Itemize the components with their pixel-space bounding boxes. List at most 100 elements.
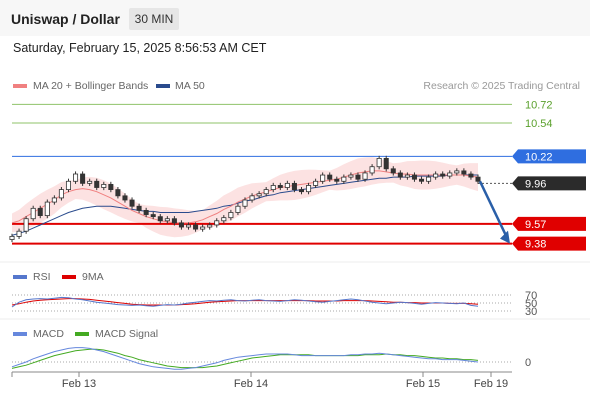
- research-credit: Research © 2025 Trading Central: [423, 80, 580, 92]
- candle: [320, 174, 326, 182]
- level-tag: [512, 176, 586, 191]
- candle: [418, 178, 425, 182]
- candle: [362, 172, 368, 180]
- candle: [369, 166, 375, 174]
- candle: [185, 224, 192, 228]
- legend-macd: MACD: [33, 328, 64, 340]
- candle: [291, 182, 297, 191]
- candle: [44, 201, 50, 217]
- time-tick-label: Feb 19: [474, 378, 508, 390]
- rsi-level-label: 30: [525, 306, 537, 318]
- candle: [454, 170, 460, 174]
- instrument-title: Uniswap / Dollar: [11, 11, 120, 27]
- candle: [200, 226, 206, 230]
- candle: [348, 174, 354, 178]
- rsi-swatch: [13, 275, 27, 279]
- candle: [94, 180, 100, 188]
- level-label: 9.57: [525, 219, 546, 231]
- candle: [433, 173, 439, 178]
- candle: [440, 173, 446, 177]
- time-tick-label: Feb 14: [234, 378, 268, 390]
- candle: [228, 212, 234, 219]
- candle: [101, 183, 107, 188]
- legend-rsi-ma: 9MA: [82, 271, 104, 283]
- candle: [327, 174, 333, 180]
- level-label: 10.54: [525, 118, 553, 130]
- candle: [334, 178, 340, 182]
- candle: [298, 189, 305, 193]
- ma50-swatch: [156, 84, 170, 88]
- candle: [256, 193, 262, 197]
- candle: [277, 185, 283, 188]
- candle: [306, 185, 312, 193]
- candle: [51, 197, 57, 203]
- candle: [164, 218, 170, 222]
- candle: [115, 189, 121, 197]
- candle: [65, 180, 72, 190]
- level-tag: [512, 216, 586, 231]
- chart-header: Uniswap / Dollar 30 MIN: [0, 0, 590, 36]
- level-label: 9.38: [525, 239, 546, 251]
- macd-level-label: 0: [525, 357, 531, 369]
- candle: [390, 168, 396, 174]
- interval-button[interactable]: 30 MIN: [129, 8, 179, 30]
- candle: [108, 183, 114, 190]
- candle: [193, 224, 199, 230]
- candle: [355, 174, 361, 180]
- candle: [235, 205, 241, 213]
- time-tick-label: Feb 13: [62, 378, 96, 390]
- time-tick-label: Feb 15: [406, 378, 440, 390]
- projection-arrowhead: [500, 230, 510, 244]
- candle: [58, 189, 64, 199]
- macd-signal-line: [11, 348, 479, 369]
- candle: [37, 207, 43, 217]
- legend-rsi: RSI: [33, 271, 51, 283]
- candle: [143, 209, 149, 215]
- candle: [242, 199, 248, 207]
- projection-arrow: [478, 180, 509, 239]
- candle: [122, 195, 128, 201]
- candle: [150, 214, 156, 218]
- legend-macd-signal: MACD Signal: [95, 328, 159, 340]
- candle: [249, 195, 255, 201]
- candle: [157, 216, 163, 222]
- candle: [383, 157, 389, 170]
- rsi-level-label: 70: [525, 290, 537, 302]
- candle: [404, 174, 410, 178]
- candle: [461, 170, 467, 175]
- ma20-swatch: [13, 84, 27, 88]
- candle: [468, 173, 474, 178]
- candle: [80, 173, 86, 184]
- level-tag: [512, 236, 586, 251]
- candle: [313, 180, 319, 186]
- macd-signal-swatch: [75, 332, 89, 336]
- candle: [207, 224, 213, 228]
- candle: [16, 230, 22, 237]
- candle: [73, 173, 79, 182]
- rsi-line: [11, 296, 479, 308]
- legend-ma20: MA 20 + Bollinger Bands: [33, 80, 149, 92]
- macd-swatch: [13, 332, 27, 336]
- candle: [341, 176, 347, 182]
- level-label: 9.96: [525, 178, 546, 190]
- candle: [397, 172, 403, 178]
- candle: [270, 185, 276, 191]
- candle: [284, 182, 290, 188]
- candle: [87, 180, 93, 184]
- bollinger-band: [12, 157, 478, 238]
- candle: [136, 205, 142, 211]
- candle: [214, 220, 220, 226]
- candle: [23, 218, 29, 232]
- candle: [129, 199, 135, 207]
- candle: [171, 218, 177, 224]
- candle: [221, 217, 227, 222]
- candle: [411, 174, 417, 180]
- level-label: 10.22: [525, 151, 553, 163]
- candle: [263, 189, 269, 195]
- legend-ma50: MA 50: [175, 80, 205, 92]
- candle: [9, 235, 15, 240]
- macd-line: [11, 347, 479, 370]
- candle: [30, 207, 36, 220]
- candle: [178, 222, 184, 228]
